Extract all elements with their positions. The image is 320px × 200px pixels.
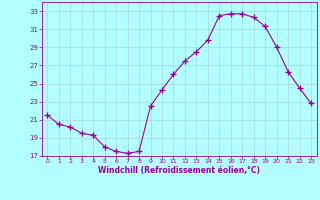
X-axis label: Windchill (Refroidissement éolien,°C): Windchill (Refroidissement éolien,°C) xyxy=(98,166,260,175)
